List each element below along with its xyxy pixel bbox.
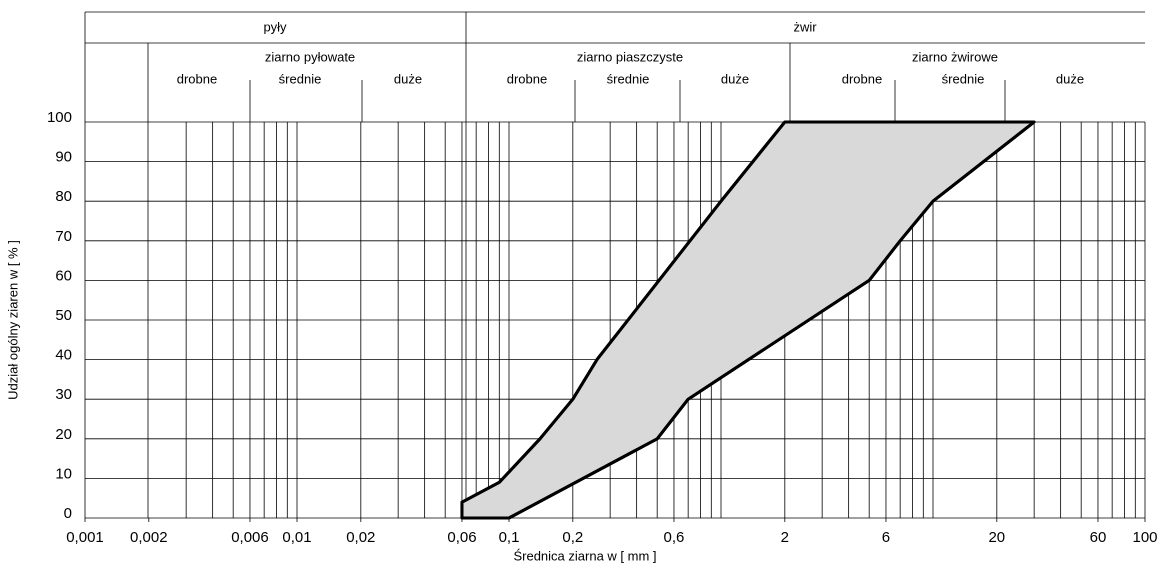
y-tick-label: 70 <box>55 228 72 245</box>
y-axis-label: Udział ogólny ziaren w [ % ] <box>5 240 20 400</box>
x-tick-label: 100 <box>1132 529 1157 546</box>
y-tick-label: 10 <box>55 465 72 482</box>
group-title: ziarno pyłowate <box>265 49 355 64</box>
sub-label: drobne <box>177 71 217 86</box>
group-title: ziarno żwirowe <box>912 49 998 64</box>
limit-line <box>460 121 786 518</box>
sub-label: średnie <box>279 71 322 86</box>
y-tick-label: 50 <box>55 307 72 324</box>
y-tick-label: 90 <box>55 149 72 166</box>
x-tick-label: 0,001 <box>66 529 104 546</box>
y-tick-label: 60 <box>55 267 72 284</box>
x-tick-label: 60 <box>1090 529 1107 546</box>
sub-label: duże <box>394 71 422 86</box>
x-tick-label: 6 <box>882 529 890 546</box>
y-tick-label: 30 <box>55 386 72 403</box>
x-tick-label: 0,06 <box>447 529 476 546</box>
y-tick-label: 80 <box>55 188 72 205</box>
y-tick-label: 40 <box>55 347 72 364</box>
sub-label: duże <box>1056 71 1084 86</box>
x-tick-label: 0,002 <box>130 529 168 546</box>
y-tick-label: 0 <box>64 505 72 522</box>
header-top: żwir <box>793 19 817 34</box>
x-tick-label: 2 <box>781 529 789 546</box>
x-tick-label: 0,1 <box>499 529 520 546</box>
x-tick-label: 0,02 <box>346 529 375 546</box>
x-tick-label: 0,006 <box>231 529 269 546</box>
header-top: pyły <box>263 19 287 34</box>
x-tick-label: 0,6 <box>664 529 685 546</box>
sub-label: drobne <box>842 71 882 86</box>
x-tick-label: 0,2 <box>562 529 583 546</box>
sub-label: drobne <box>507 71 547 86</box>
x-tick-label: 20 <box>988 529 1005 546</box>
y-tick-label: 20 <box>55 426 72 443</box>
x-axis-label: Średnica ziarna w [ mm ] <box>513 548 656 563</box>
limit-line <box>461 120 1036 520</box>
y-tick-label: 100 <box>47 109 72 126</box>
sub-label: średnie <box>942 71 985 86</box>
group-title: ziarno piaszczyste <box>577 49 683 64</box>
sub-label: duże <box>721 71 749 86</box>
x-tick-label: 0,01 <box>282 529 311 546</box>
sub-label: średnie <box>607 71 650 86</box>
